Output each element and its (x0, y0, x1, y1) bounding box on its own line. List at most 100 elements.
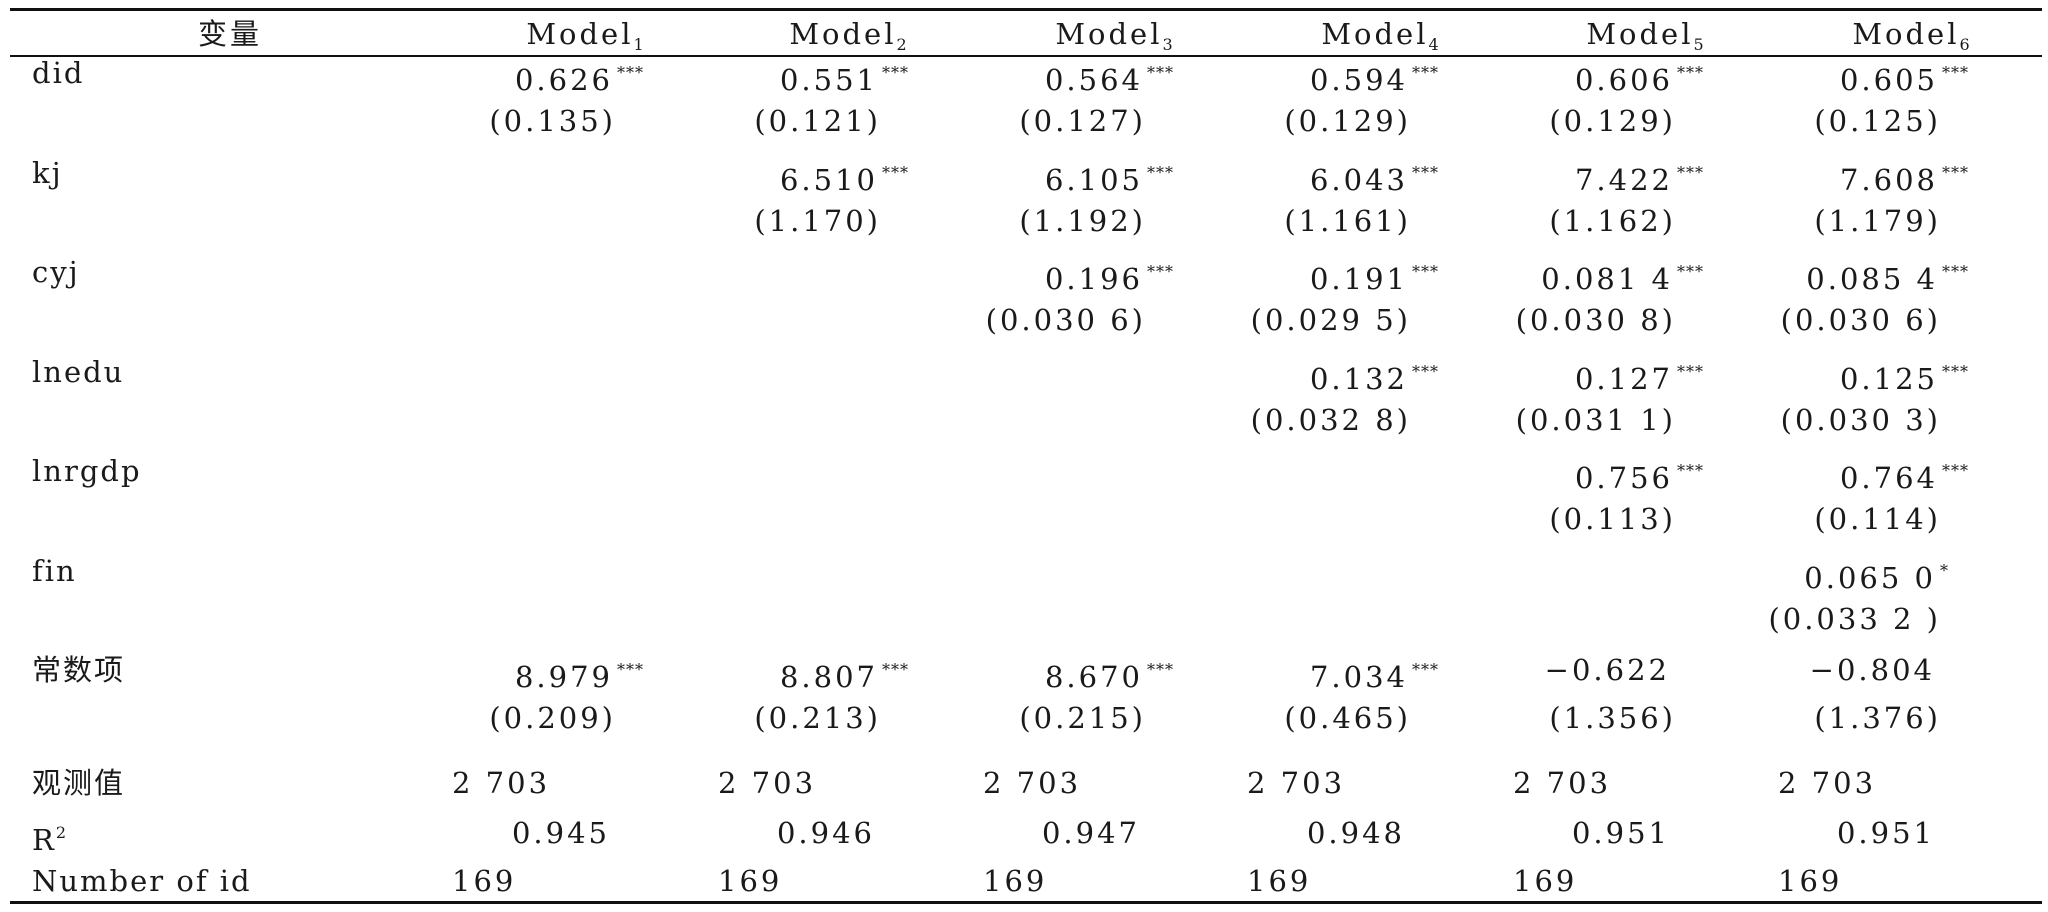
coef-value: 6.043 (1309, 162, 1408, 197)
standard-error: (0.129) (1284, 104, 1411, 138)
coef-value: 7.422 (1574, 162, 1673, 197)
header-model-6: Model6 (1852, 17, 1969, 62)
coef-value: 0.764 (1839, 461, 1938, 495)
standard-error: (0.215) (1019, 701, 1146, 735)
significance-stars: *** (1147, 162, 1174, 182)
header-subscript: 2 (896, 35, 907, 54)
standard-error: (0.030 6) (985, 303, 1146, 337)
stat-value: 169 (1778, 864, 1843, 898)
row-label: lnedu (32, 354, 125, 389)
coef-value: 0.132 (1309, 361, 1408, 396)
significance-stars: *** (1942, 461, 1969, 480)
header-label: Model (1055, 17, 1163, 51)
significance-stars: *** (1412, 361, 1439, 381)
standard-error: (0.121) (754, 104, 881, 138)
stat-value: 0.948 (1306, 816, 1405, 850)
coefficient: 7.422 *** (1575, 156, 1704, 197)
stat-value: 2 703 (452, 766, 551, 800)
coef-value: 0.626 (514, 63, 613, 97)
coef-value: 8.670 (1044, 660, 1143, 694)
significance-stars: *** (1412, 162, 1439, 182)
coef-value: 8.979 (514, 660, 613, 694)
standard-error: (0.209) (489, 701, 616, 735)
bottom-rule (10, 901, 2042, 904)
significance-stars: *** (1942, 63, 1969, 82)
significance-stars: *** (1942, 162, 1969, 182)
coefficient: 8.807 *** (780, 653, 909, 694)
significance-stars: *** (1412, 660, 1439, 679)
coefficient: 0.594 *** (1310, 56, 1439, 97)
coef-value: 0.065 0 (1804, 560, 1936, 595)
coefficient: 0.605 *** (1840, 56, 1969, 97)
standard-error: (0.030 3) (1780, 402, 1941, 437)
regression-table: 变量 Model1 Model2 Model3 Model4 Model5 Model6 di… (10, 8, 2042, 904)
row-label: did (32, 56, 85, 90)
stat-value: 0.951 (1836, 816, 1935, 850)
significance-stars: *** (1677, 361, 1704, 381)
coef-value: 0.196 (1044, 262, 1143, 296)
standard-error: (0.213) (754, 701, 881, 735)
significance-stars: *** (1147, 63, 1174, 82)
stat-label: 观测值 (32, 766, 125, 800)
stat-value: 169 (452, 864, 517, 898)
stat-value: 2 703 (1513, 766, 1612, 800)
stat-value: 2 703 (1247, 766, 1346, 800)
significance-stars: *** (1412, 63, 1439, 82)
header-model-5: Model5 (1586, 17, 1703, 62)
standard-error: (0.129) (1549, 104, 1676, 138)
stat-value: 169 (1247, 864, 1312, 898)
coef-value: 0.594 (1309, 63, 1408, 97)
significance-stars: *** (1942, 361, 1969, 381)
coef-value: 0.606 (1574, 63, 1673, 97)
top-rule (10, 8, 2042, 11)
significance-stars: * (1940, 560, 1949, 580)
row-label: cyj (32, 255, 80, 289)
coefficient: 0.196 *** (1045, 255, 1174, 296)
coef-value: 7.034 (1309, 660, 1408, 694)
coef-value: 8.807 (779, 660, 878, 694)
standard-error: (1.162) (1549, 203, 1676, 238)
header-label: Model (789, 17, 897, 51)
coefficient: 7.608 *** (1840, 156, 1969, 197)
standard-error: (1.356) (1549, 701, 1676, 735)
standard-error: (1.170) (754, 203, 881, 238)
coefficient: 0.564 *** (1045, 56, 1174, 97)
stat-value: 0.951 (1571, 816, 1670, 850)
coef-value: 6.105 (1044, 162, 1143, 197)
header-subscript: 1 (633, 35, 644, 54)
header-label: Model (1586, 17, 1694, 51)
coefficient: 0.085 4 *** (1806, 255, 1969, 296)
stat-value: 2 703 (1778, 766, 1877, 800)
header-model-2: Model2 (789, 17, 906, 62)
significance-stars: *** (1677, 461, 1704, 480)
coefficient: 6.105 *** (1045, 156, 1174, 197)
stat-label-text: Number of id (32, 864, 252, 898)
stat-value: 2 703 (983, 766, 1082, 800)
standard-error: (1.179) (1814, 203, 1941, 238)
header-label: Model (1852, 17, 1960, 51)
significance-stars: *** (1147, 660, 1174, 679)
standard-error: (0.113) (1549, 502, 1676, 536)
header-subscript: 3 (1162, 35, 1173, 54)
standard-error: (1.376) (1814, 701, 1941, 735)
stat-label-text: R (32, 823, 56, 857)
standard-error: (0.135) (489, 104, 616, 138)
coefficient: 0.132 *** (1310, 355, 1439, 396)
coef-value: 7.608 (1839, 162, 1938, 197)
coefficient: 0.626 *** (515, 56, 644, 97)
significance-stars: *** (882, 162, 909, 182)
coefficient: 8.979 *** (515, 653, 644, 694)
coefficient: 7.034 *** (1310, 653, 1439, 694)
significance-stars: *** (1147, 262, 1174, 281)
significance-stars: *** (617, 660, 644, 679)
coefficient: 0.606 *** (1575, 56, 1704, 97)
coefficient: 0.756 *** (1575, 454, 1704, 495)
coef-value: −0.804 (1809, 653, 1935, 687)
stat-label-superscript: 2 (55, 823, 68, 842)
standard-error: (0.033 2 ) (1768, 601, 1941, 636)
coefficient: 6.043 *** (1310, 156, 1439, 197)
coef-value: 0.085 4 (1806, 262, 1938, 296)
stat-value: 2 703 (718, 766, 817, 800)
significance-stars: *** (882, 660, 909, 679)
coef-value: 0.551 (779, 63, 878, 97)
